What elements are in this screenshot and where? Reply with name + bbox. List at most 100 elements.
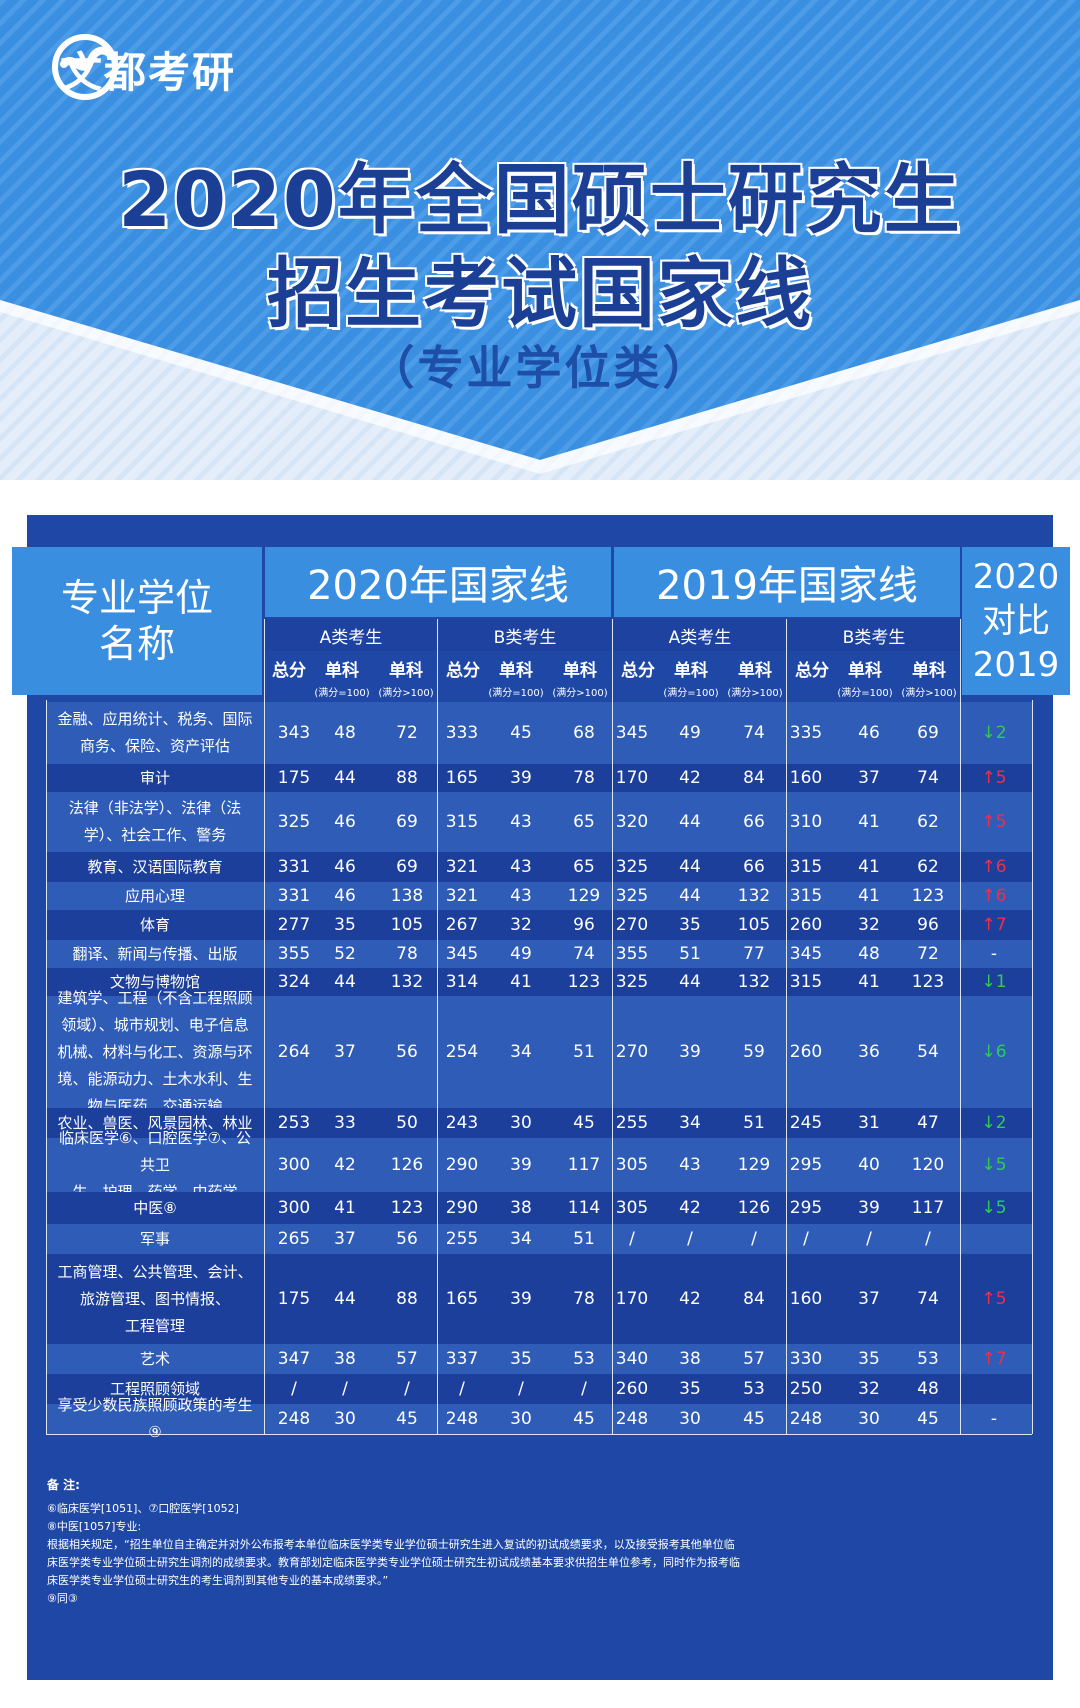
row-name: 体育: [46, 910, 264, 940]
score-cell: 45: [573, 1409, 595, 1429]
row-name-line: 文物与博物馆: [109, 972, 200, 991]
score-cell: 264: [277, 1042, 311, 1062]
score-cell: 39: [510, 768, 532, 788]
score-cell: 345: [615, 723, 649, 743]
column-header: 单科 (满分=100): [311, 652, 373, 699]
score-cell: 66: [743, 857, 765, 877]
column-note: (满分>100): [378, 688, 434, 699]
notes-title: 备 注:: [47, 1478, 80, 1492]
score-cell: /: [751, 1229, 757, 1249]
score-cell: 53: [917, 1349, 939, 1369]
row-name-line: 军事: [139, 1229, 170, 1248]
score-cell: 355: [277, 944, 311, 964]
change-cell: ↓6: [981, 1042, 1007, 1062]
score-cell: 30: [679, 1409, 701, 1429]
brand-logo: 文都考研: [52, 34, 236, 104]
score-cell: 324: [277, 972, 311, 992]
score-cell: 96: [573, 915, 595, 935]
score-cell: 170: [615, 1289, 649, 1309]
score-cell: 38: [510, 1198, 532, 1218]
column-label: 单科: [848, 661, 882, 681]
score-cell: 59: [743, 1042, 765, 1062]
score-cell: 62: [917, 812, 939, 832]
score-cell: 260: [789, 915, 823, 935]
score-cell: /: [866, 1229, 872, 1249]
column-header: 总分: [441, 652, 485, 698]
table-row: 体育 277 35 105 267 32 96 270 35 105 260 32 96 ↑7: [46, 910, 1032, 940]
score-cell: 290: [445, 1198, 479, 1218]
score-cell: /: [925, 1229, 931, 1249]
score-cell: 37: [334, 1042, 356, 1062]
row-name: 翻译、新闻与传播、出版: [46, 940, 264, 968]
note-line: 床医学类专业学位硕士研究生的考生调剂到其他专业的基本成绩要求。”: [47, 1574, 389, 1587]
score-cell: 250: [789, 1379, 823, 1399]
score-cell: 51: [573, 1229, 595, 1249]
row-name: 艺术: [46, 1344, 264, 1374]
row-name-line: 旅游管理、图书情报、: [79, 1289, 230, 1308]
score-cell: 165: [445, 768, 479, 788]
score-cell: 46: [334, 857, 356, 877]
score-cell: 43: [510, 812, 532, 832]
column-header: 单科 (满分=100): [834, 652, 896, 699]
column-divider: [46, 700, 47, 1434]
name-header: 专业学位 名称: [12, 547, 262, 695]
score-cell: 34: [679, 1113, 701, 1133]
score-cell: 175: [277, 768, 311, 788]
score-cell: 51: [743, 1113, 765, 1133]
score-cell: 343: [277, 723, 311, 743]
score-cell: /: [518, 1379, 524, 1399]
score-cell: 45: [573, 1113, 595, 1133]
change-cell: ↑5: [981, 812, 1007, 832]
column-label: 总分: [272, 661, 306, 681]
score-cell: /: [581, 1379, 587, 1399]
score-cell: 30: [858, 1409, 880, 1429]
score-cell: 44: [334, 768, 356, 788]
score-cell: 300: [277, 1155, 311, 1175]
row-name: 农业、兽医、风景园林、林业: [46, 1108, 264, 1138]
row-name-line: 审计: [139, 768, 170, 787]
table-row: 翻译、新闻与传播、出版 355 52 78 345 49 74 355 51 77 345 48 72 -: [46, 940, 1032, 968]
score-cell: 126: [737, 1198, 771, 1218]
row-name: 工程照顾领域: [46, 1374, 264, 1404]
column-header: 单科 (满分>100): [724, 652, 786, 699]
group-header: A类考生: [614, 619, 786, 651]
year-header: 2019年国家线: [614, 547, 960, 617]
score-cell: 243: [445, 1113, 479, 1133]
score-cell: 260: [789, 1042, 823, 1062]
score-cell: 96: [917, 915, 939, 935]
score-cell: 47: [917, 1113, 939, 1133]
score-cell: 255: [615, 1113, 649, 1133]
column-note: (满分=100): [488, 688, 544, 699]
score-cell: 48: [334, 723, 356, 743]
score-cell: 305: [615, 1155, 649, 1175]
score-cell: 48: [858, 944, 880, 964]
compare-header-line: 2019: [972, 645, 1060, 685]
change-cell: ↓5: [981, 1198, 1007, 1218]
score-cell: 74: [573, 944, 595, 964]
column-note: (满分>100): [552, 688, 608, 699]
score-cell: 41: [858, 972, 880, 992]
score-cell: 69: [396, 812, 418, 832]
score-cell: /: [803, 1229, 809, 1249]
row-name: 军事: [46, 1224, 264, 1254]
score-cell: 132: [737, 972, 771, 992]
score-cell: 78: [573, 1289, 595, 1309]
compare-header-line: 2020: [972, 557, 1060, 597]
change-cell: ↓5: [981, 1155, 1007, 1175]
score-cell: 335: [789, 723, 823, 743]
score-cell: 32: [858, 915, 880, 935]
score-cell: 39: [679, 1042, 701, 1062]
score-cell: 45: [917, 1409, 939, 1429]
score-cell: 72: [396, 723, 418, 743]
row-name: 临床医学⑥、口腔医学⑦、公共卫生、护理、药学、中药学: [46, 1129, 264, 1201]
column-note: (满分>100): [727, 688, 783, 699]
score-cell: 129: [567, 886, 601, 906]
change-cell: ↑7: [981, 915, 1007, 935]
score-cell: 305: [615, 1198, 649, 1218]
change-cell: ↑6: [981, 886, 1007, 906]
score-cell: 355: [615, 944, 649, 964]
score-cell: 270: [615, 1042, 649, 1062]
score-cell: 35: [679, 1379, 701, 1399]
score-cell: 138: [390, 886, 424, 906]
column-label: 总分: [446, 661, 480, 681]
